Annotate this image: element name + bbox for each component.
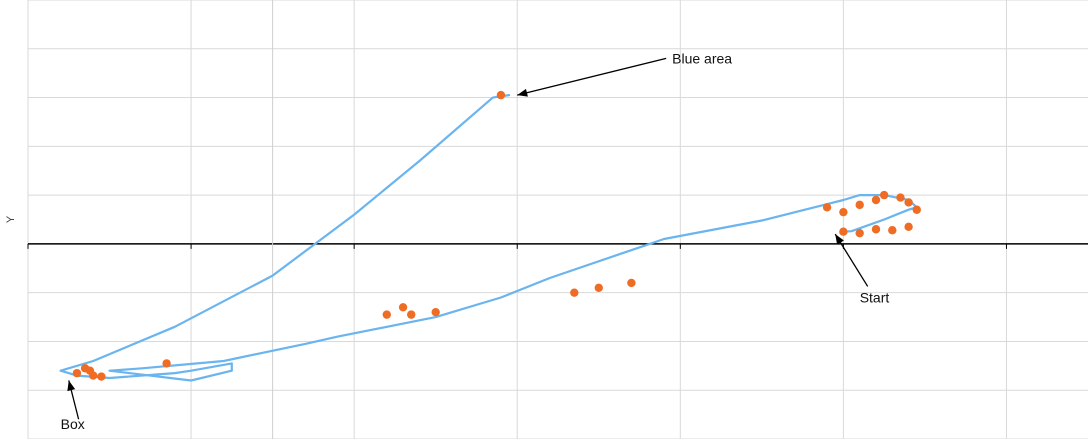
annotation-layer: Blue area Start Box (61, 50, 890, 432)
data-point-marker (855, 200, 864, 210)
data-point-marker (85, 366, 95, 375)
data-point-marker (570, 288, 579, 297)
data-point-marker (72, 368, 82, 378)
data-point-marker (822, 203, 832, 212)
annotation-arrow (834, 233, 869, 287)
data-point-marker (896, 193, 905, 202)
trajectory-line (59, 93, 918, 382)
data-point-marker (496, 90, 506, 100)
y-axis-label: Y (5, 215, 17, 223)
data-point-marker (839, 227, 848, 236)
series-layer (59, 93, 918, 382)
data-point-marker (398, 303, 408, 312)
data-point-marker (627, 278, 636, 288)
annotation-label: Box (61, 416, 85, 432)
data-point-marker (855, 228, 864, 238)
axes (27, 0, 1088, 439)
annotation-arrowhead (835, 234, 844, 245)
data-point-marker (912, 205, 921, 214)
data-point-marker (162, 359, 171, 368)
data-point-marker (879, 190, 889, 200)
data-point-marker (431, 307, 440, 317)
data-point-marker (904, 198, 913, 207)
data-point-marker (904, 222, 913, 232)
marker-layer (72, 90, 921, 381)
data-point-marker (97, 372, 106, 381)
annotation-arrowhead (67, 380, 76, 392)
data-point-marker (839, 207, 848, 217)
annotation-arrowhead (517, 88, 528, 97)
data-point-marker (382, 310, 391, 319)
annotation-arrow (517, 57, 667, 96)
data-point-marker (594, 283, 603, 292)
data-point-marker (407, 310, 416, 319)
annotation-label: Start (860, 289, 890, 305)
data-point-marker (871, 195, 881, 205)
gridlines (27, 0, 1088, 439)
annotation-label: Blue area (672, 50, 732, 66)
data-point-marker (888, 226, 897, 235)
data-point-marker (871, 225, 881, 234)
